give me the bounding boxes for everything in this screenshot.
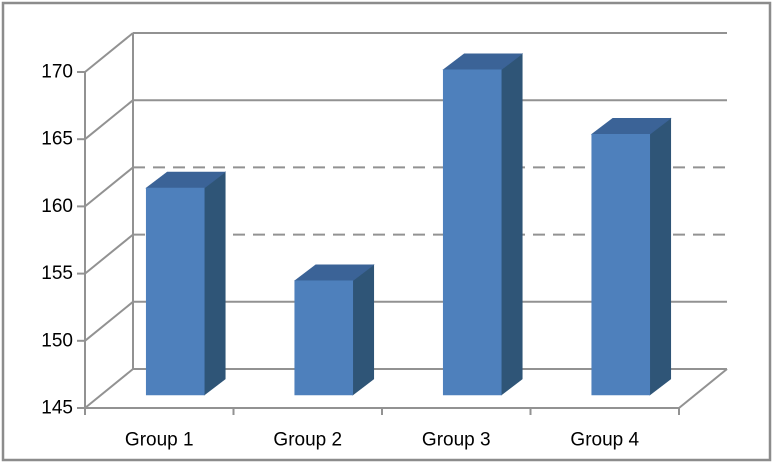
y-axis-label-155: 155 bbox=[41, 263, 73, 284]
bar-side-face bbox=[203, 171, 226, 396]
x-axis-label-2: Group 2 bbox=[273, 430, 342, 451]
y-axis-label-145: 145 bbox=[41, 398, 73, 419]
gridline-slant-145 bbox=[84, 368, 134, 409]
floor-right-edge bbox=[678, 368, 728, 409]
bar-side-face bbox=[352, 264, 375, 396]
bar-side-face bbox=[649, 117, 672, 396]
bar-front-face bbox=[294, 280, 354, 396]
y-axis-label-150: 150 bbox=[41, 330, 73, 351]
x-axis-label-3: Group 3 bbox=[422, 430, 491, 451]
gridline-slant-165 bbox=[84, 99, 134, 140]
bar-group-1 bbox=[145, 171, 227, 396]
gridline-slant-160 bbox=[84, 166, 134, 208]
y-axis-label-160: 160 bbox=[41, 196, 73, 217]
bar-front-face bbox=[591, 133, 651, 396]
frame-border bbox=[1, 1, 772, 462]
gridline-slant-170 bbox=[84, 32, 134, 73]
y-axis-label-165: 165 bbox=[41, 129, 73, 150]
bar-side-face bbox=[500, 53, 523, 396]
bar-group-3 bbox=[442, 53, 524, 396]
bar-front-face bbox=[145, 187, 205, 396]
bar-group-2 bbox=[293, 264, 375, 396]
x-axis-label-1: Group 1 bbox=[125, 430, 194, 451]
bar-group-4 bbox=[590, 117, 672, 396]
gridline-slant-155 bbox=[84, 233, 134, 275]
bar-front-face bbox=[442, 69, 502, 396]
gridline-slant-150 bbox=[84, 301, 134, 342]
y-axis-label-170: 170 bbox=[41, 62, 73, 83]
x-axis-label-4: Group 4 bbox=[570, 430, 639, 451]
